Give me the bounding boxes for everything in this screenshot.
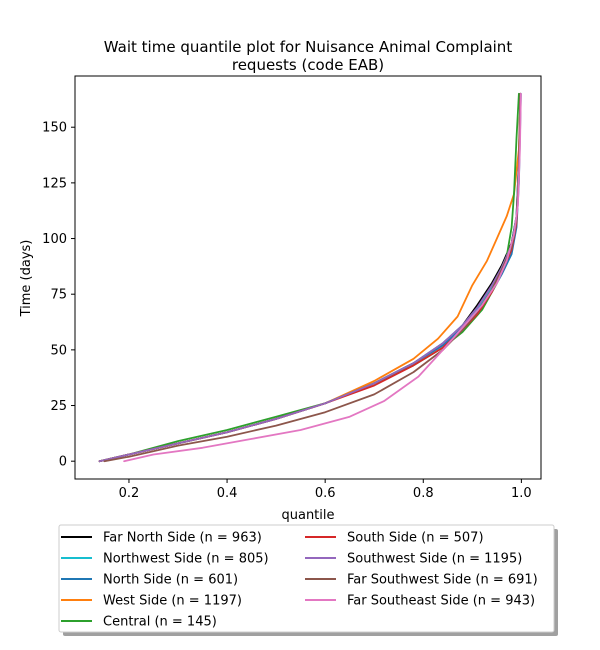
legend: Far North Side (n = 963) Northwest Side (… bbox=[58, 524, 558, 636]
legend-items: Far North Side (n = 963) Northwest Side (… bbox=[61, 531, 538, 630]
legend-label-3: West Side (n = 1197) bbox=[103, 594, 242, 609]
series-line-4 bbox=[98, 92, 520, 463]
legend-label-6: Southwest Side (n = 1195) bbox=[347, 552, 522, 567]
legend-label-1: Northwest Side (n = 805) bbox=[103, 552, 269, 567]
y-tick-label: 50 bbox=[50, 343, 67, 358]
x-tick-label: 0.8 bbox=[413, 486, 434, 501]
series-line-0 bbox=[98, 92, 522, 463]
legend-label-5: South Side (n = 507) bbox=[347, 531, 484, 546]
x-axis: 0.2 0.4 0.6 0.8 1.0 bbox=[119, 479, 532, 501]
y-tick-label: 0 bbox=[59, 455, 67, 470]
x-tick-label: 0.6 bbox=[315, 486, 336, 501]
y-tick-label: 25 bbox=[50, 399, 67, 414]
chart-title-line-1: Wait time quantile plot for Nuisance Ani… bbox=[104, 38, 513, 56]
plot-area-frame bbox=[74, 75, 542, 480]
x-tick-label: 0.4 bbox=[217, 486, 238, 501]
legend-label-8: Far Southeast Side (n = 943) bbox=[347, 594, 535, 609]
legend-label-0: Far North Side (n = 963) bbox=[103, 531, 262, 546]
chart-title-line-2: requests (code EAB) bbox=[232, 56, 384, 74]
x-axis-label: quantile bbox=[281, 508, 334, 523]
series-line-6 bbox=[98, 92, 522, 463]
series-line-5 bbox=[98, 92, 522, 463]
y-axis: 0 25 50 75 100 125 150 bbox=[42, 121, 75, 470]
x-tick-label: 1.0 bbox=[511, 486, 532, 501]
y-tick-label: 150 bbox=[42, 121, 67, 136]
x-tick-label: 0.2 bbox=[119, 486, 140, 501]
series-layer bbox=[98, 92, 522, 463]
y-tick-label: 100 bbox=[42, 232, 67, 247]
y-axis-label: Time (days) bbox=[19, 240, 34, 318]
series-line-1 bbox=[98, 92, 522, 463]
series-line-8 bbox=[123, 92, 522, 463]
legend-label-7: Far Southwest Side (n = 691) bbox=[347, 573, 538, 588]
legend-label-4: Central (n = 145) bbox=[103, 615, 217, 630]
y-tick-label: 75 bbox=[50, 288, 67, 303]
y-tick-label: 125 bbox=[42, 176, 67, 191]
legend-label-2: North Side (n = 601) bbox=[103, 573, 238, 588]
series-line-2 bbox=[98, 92, 522, 463]
series-line-3 bbox=[98, 92, 522, 463]
